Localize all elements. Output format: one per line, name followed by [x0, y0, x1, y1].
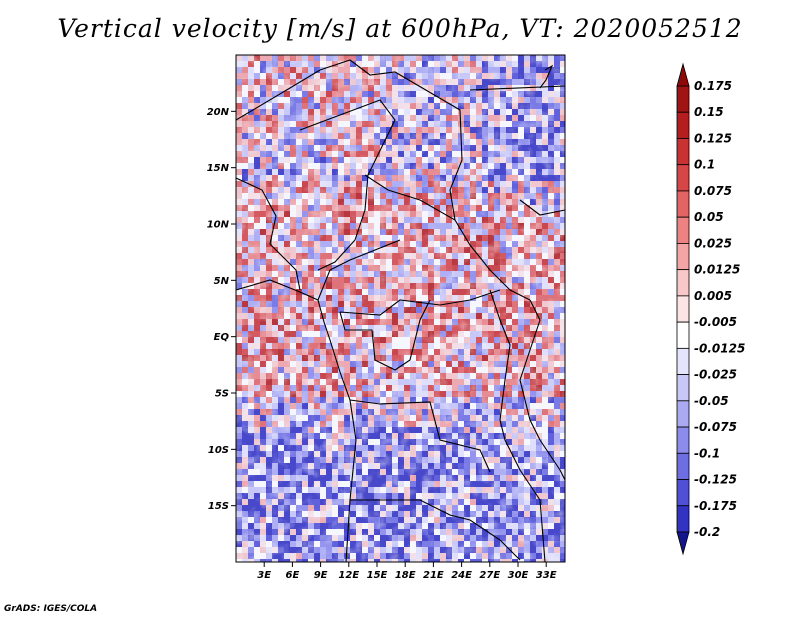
red-sea-coast [539, 64, 554, 89]
field-texture [236, 55, 565, 562]
lon-tick-label: 12E [338, 570, 359, 581]
lat-tick-label: 10N [207, 220, 230, 231]
lat-tick-label: EQ [214, 332, 230, 343]
colorbar-label: -0.05 [694, 394, 729, 408]
lat-tick-label: 5N [214, 276, 230, 287]
colorbar-label: 0.175 [694, 79, 732, 93]
colorbar-swatch [676, 216, 690, 244]
colorbar-swatch [676, 111, 690, 139]
colorbar-swatch [676, 85, 690, 113]
niger-border [299, 99, 396, 271]
lon-tick-label: 21E [423, 570, 444, 581]
colorbar-label: 0.075 [694, 184, 732, 198]
colorbar-swatch [676, 347, 690, 375]
lon-tick-label: 6E [286, 570, 300, 581]
drc-angola-border [349, 399, 491, 473]
colorbar-swatch [676, 138, 690, 166]
lat-tick-label: 5S [215, 389, 229, 400]
ethiopia-border [519, 199, 565, 216]
mozambique-border [539, 439, 565, 481]
colorbar-swatch [676, 452, 690, 480]
colorbar-label: -0.025 [694, 368, 737, 382]
colorbar-label: -0.175 [694, 499, 737, 513]
colorbar-swatch [676, 269, 690, 297]
chad-sudan-border [364, 174, 531, 301]
lon-tick-label: 3E [257, 570, 271, 581]
colorbar-swatch [676, 190, 690, 218]
cameroon-border [317, 239, 401, 301]
lat-tick-label: 20N [207, 107, 230, 118]
colorbar-label: 0.125 [694, 131, 732, 145]
colorbar-swatch [676, 295, 690, 323]
colorbar-swatch [676, 374, 690, 402]
colorbar-swatch [676, 505, 690, 533]
colorbar-label: -0.0125 [694, 341, 745, 355]
colorbar-label: 0.05 [694, 210, 724, 224]
lat-tick-label: 15N [207, 163, 230, 174]
colorbar: 0.175 0.15 0.125 0.1 0.075 0.05 0.025 0.0125 0.0… [676, 62, 745, 556]
colorbar-swatch [676, 164, 690, 192]
colorbar-swatch [676, 243, 690, 271]
lat-axis: 20N 15N 10N 5N EQ 5S 10S 15S [207, 107, 236, 512]
colorbar-label: 0.0125 [694, 263, 740, 277]
lon-tick-label: 27E [479, 570, 500, 581]
lon-axis: 3E 6E 9E 12E 15E 18E 21E 24E 27E 30E 33E [257, 562, 557, 581]
coastline [236, 279, 357, 562]
congo-border [339, 299, 431, 371]
lon-tick-label: 18E [395, 570, 416, 581]
footer-credit: GrADS: IGES/COLA [4, 604, 98, 614]
lat-tick-label: 10S [208, 445, 229, 456]
velocity-field [236, 55, 565, 562]
lon-tick-label: 9E [314, 570, 328, 581]
lat-tick-label: 15S [208, 501, 229, 512]
lon-tick-label: 24E [451, 570, 472, 581]
colorbar-swatch [676, 321, 690, 349]
colorbar-swatch [676, 479, 690, 507]
lon-tick-label: 33E [536, 570, 557, 581]
map-frame [235, 54, 566, 563]
country-borders [236, 59, 565, 562]
colorbar-label: -0.1 [694, 446, 720, 460]
southern-border [350, 499, 521, 561]
colorbar-swatch [676, 400, 690, 428]
colorbar-label: -0.125 [694, 473, 737, 487]
egypt-border [469, 85, 565, 91]
colorbar-label: 0.025 [694, 236, 732, 250]
car-border [339, 289, 501, 316]
colorbar-label: 0.005 [694, 289, 732, 303]
colorbar-bottom-arrow [676, 531, 690, 556]
colorbar-label: -0.005 [694, 315, 737, 329]
map-title: Vertical velocity [m/s] at 600hPa, VT: 2… [57, 14, 743, 43]
colorbar-swatch [676, 426, 690, 454]
colorbar-top-arrow [676, 62, 690, 87]
lakes-border [519, 299, 541, 441]
east-africa-border [489, 289, 546, 562]
colorbar-label: -0.075 [694, 420, 737, 434]
sahara-border [236, 59, 463, 221]
lon-tick-label: 30E [508, 570, 529, 581]
colorbar-label: 0.1 [694, 158, 715, 172]
west-africa-border [236, 177, 301, 291]
colorbar-label: 0.15 [694, 105, 724, 119]
lon-tick-label: 15E [367, 570, 388, 581]
colorbar-label: -0.2 [694, 525, 720, 539]
